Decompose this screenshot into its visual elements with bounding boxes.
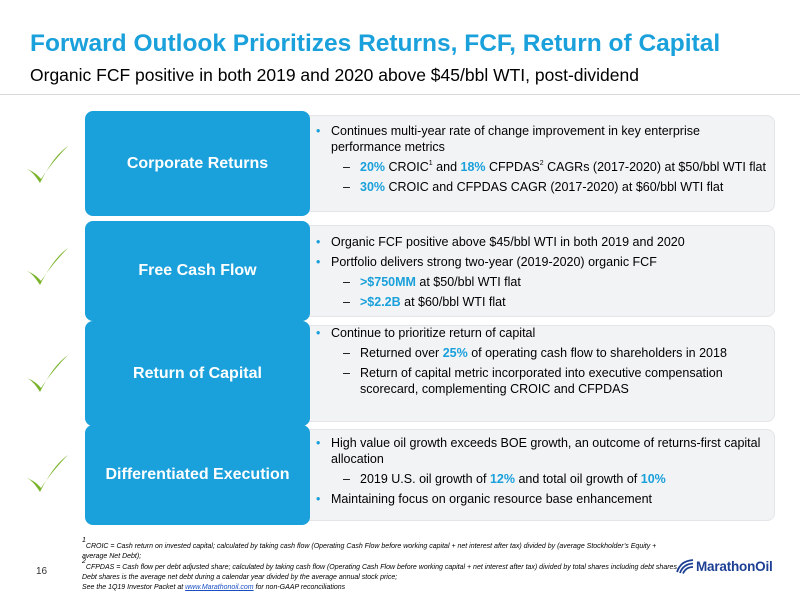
section-label: Differentiated Execution [85, 425, 310, 525]
section-label: Corporate Returns [85, 111, 310, 216]
section-content: Continue to prioritize return of capital… [313, 325, 768, 401]
bullet: Organic FCF positive above $45/bbl WTI i… [313, 234, 768, 250]
footnote-2: 2CFPDAS = Cash flow per debt adjusted sh… [82, 558, 679, 581]
section-content: Continues multi-year rate of change impr… [313, 123, 768, 199]
sub-bullet: Return of capital metric incorporated in… [313, 365, 768, 397]
checkmark-icon [27, 248, 68, 285]
sub-bullet: 20% CROIC1 and 18% CFPDAS2 CAGRs (2017-2… [313, 159, 768, 175]
section-content: High value oil growth exceeds BOE growth… [313, 435, 768, 511]
footnote-3: See the 1Q19 Investor Packet at www.Mara… [82, 584, 346, 591]
company-logo: MarathonOil [676, 558, 773, 574]
slide-subtitle: Organic FCF positive in both 2019 and 20… [30, 65, 639, 85]
bullet: Continues multi-year rate of change impr… [313, 123, 768, 155]
sub-bullet: 2019 U.S. oil growth of 12% and total oi… [313, 471, 768, 487]
sub-bullet: >$750MM at $50/bbl WTI flat [313, 274, 768, 290]
sub-bullet: 30% CROIC and CFPDAS CAGR (2017-2020) at… [313, 179, 768, 195]
header-divider [0, 94, 800, 95]
slide-title: Forward Outlook Prioritizes Returns, FCF… [30, 30, 721, 57]
logo-text: MarathonOil [696, 558, 773, 574]
bullet: High value oil growth exceeds BOE growth… [313, 435, 768, 467]
section-content: Organic FCF positive above $45/bbl WTI i… [313, 234, 768, 314]
marathonoil-link[interactable]: www.Marathonoil.com [185, 584, 254, 591]
bullet: Maintaining focus on organic resource ba… [313, 491, 768, 507]
bullet: Continue to prioritize return of capital [313, 325, 768, 341]
sub-bullet: Returned over 25% of operating cash flow… [313, 345, 768, 361]
sub-bullet: >$2.2B at $60/bbl WTI flat [313, 294, 768, 310]
checkmark-icon [27, 146, 68, 183]
footnote-ref: 2 [539, 160, 544, 167]
marathon-oil-logo-icon [676, 559, 694, 574]
checkmark-icon [27, 455, 68, 492]
footnote-ref: 1 [428, 160, 433, 167]
footnote-1: 1CROIC = Cash return on invested capital… [82, 537, 657, 560]
footnotes: 1CROIC = Cash return on invested capital… [82, 537, 682, 593]
section-label: Free Cash Flow [85, 221, 310, 321]
page-number: 16 [36, 566, 48, 577]
checkmark-icon [27, 355, 68, 392]
section-label: Return of Capital [85, 321, 310, 426]
bullet: Portfolio delivers strong two-year (2019… [313, 254, 768, 270]
